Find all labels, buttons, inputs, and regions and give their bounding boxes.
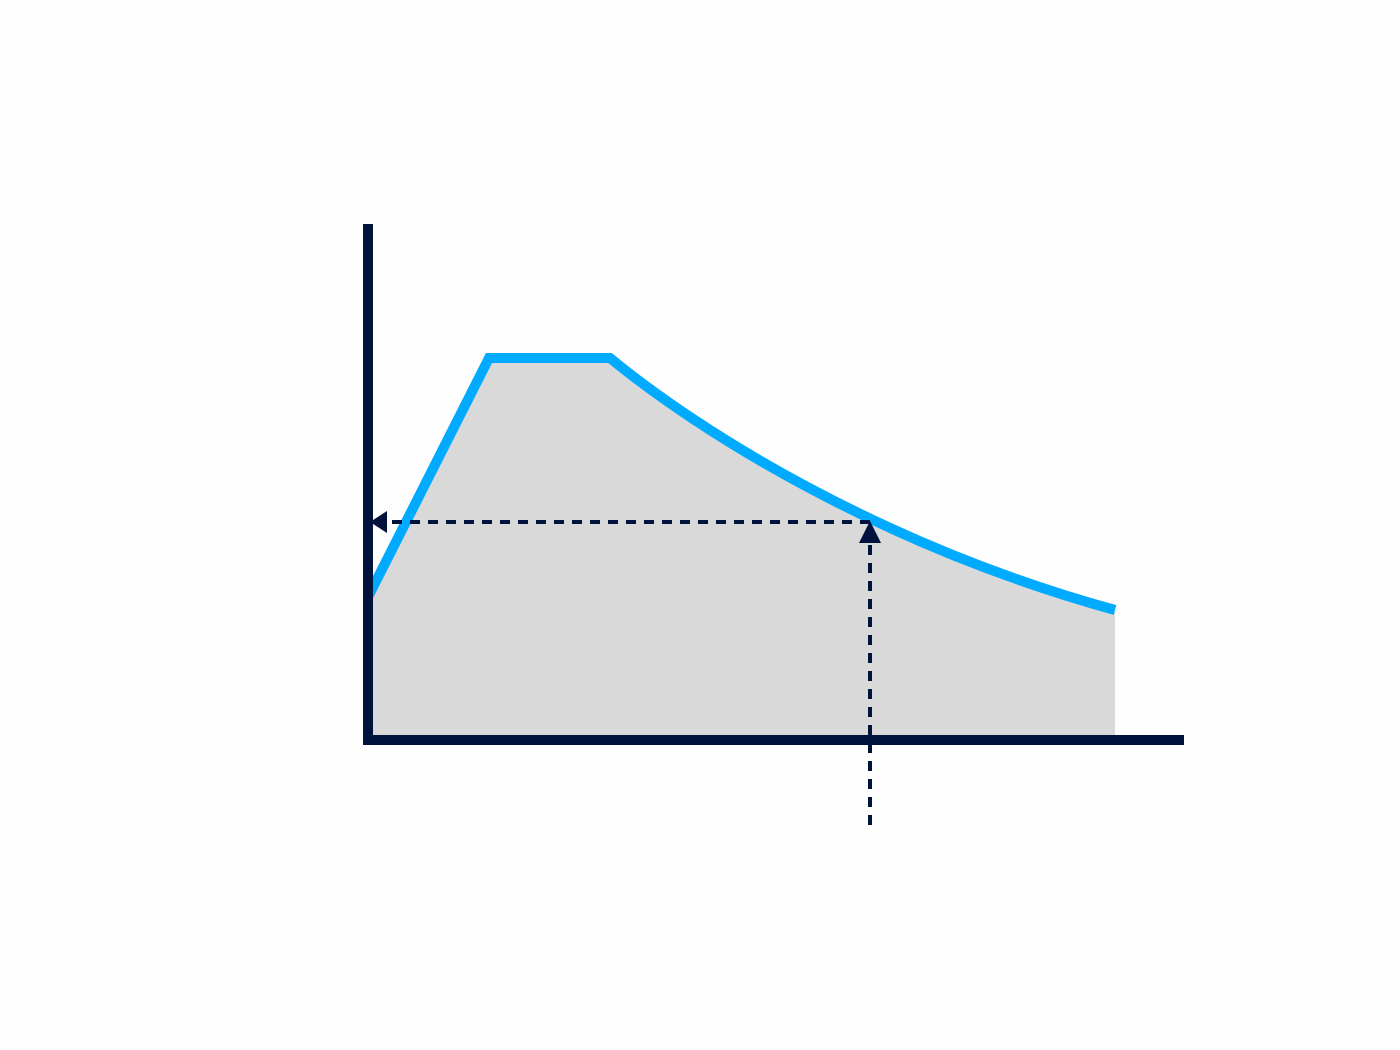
arrowhead-up-icon (859, 521, 881, 543)
area-under-curve (368, 358, 1115, 740)
curve-line (363, 353, 1117, 615)
arrowhead-left-icon (370, 511, 387, 533)
